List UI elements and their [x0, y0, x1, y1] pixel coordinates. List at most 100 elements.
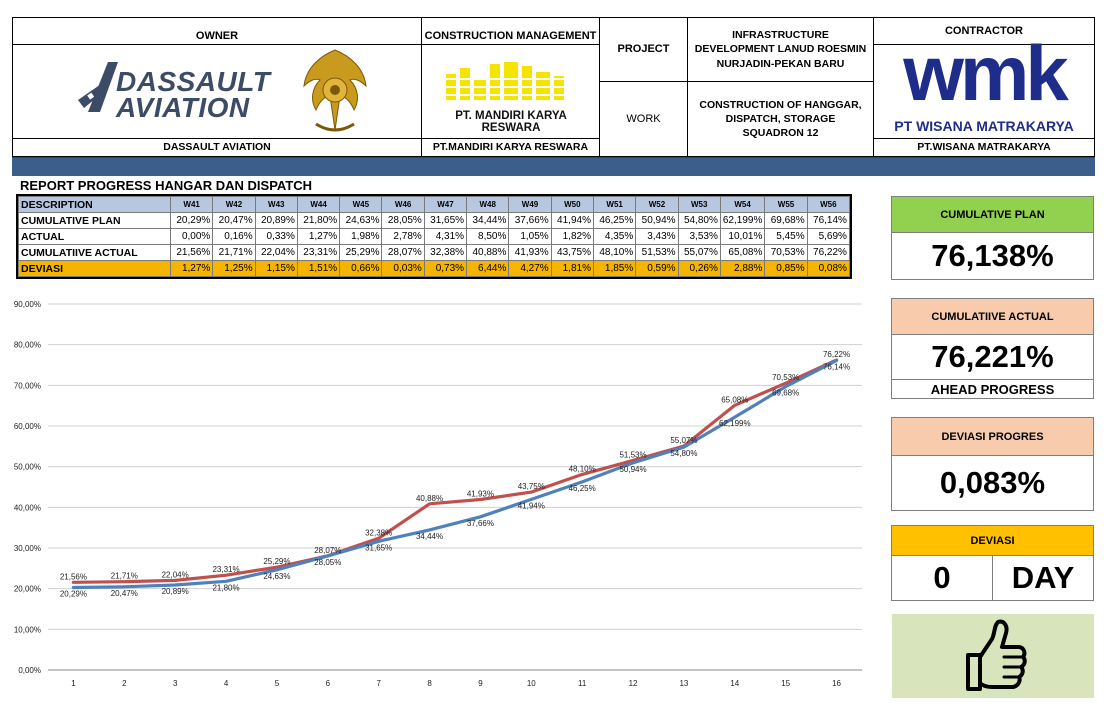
- y-tick-label: 20,00%: [14, 585, 41, 594]
- data-label: 31,65%: [365, 543, 392, 552]
- data-label: 21,56%: [60, 572, 87, 581]
- table-cell: 1,25%: [212, 260, 256, 277]
- table-cell: 20,89%: [254, 212, 298, 229]
- week-header: W48: [466, 196, 510, 213]
- table-cell: 0,00%: [169, 228, 214, 245]
- project-value: INFRASTRUCTURE DEVELOPMENT LANUD ROESMIN…: [687, 17, 874, 82]
- table-cell: 51,53%: [635, 244, 679, 261]
- wmk-logo-sub: PT WISANA MATRAKARYA: [894, 118, 1074, 134]
- table-cell: 3,53%: [677, 228, 721, 245]
- deviasi-progres-header: DEVIASI PROGRES: [891, 417, 1094, 456]
- data-label: 28,05%: [314, 558, 341, 567]
- row-label: ACTUAL: [18, 228, 171, 245]
- x-tick-label: 11: [578, 679, 587, 688]
- dassault-emblem-icon: [78, 62, 118, 112]
- x-tick-label: 7: [376, 679, 381, 688]
- week-header: W45: [339, 196, 383, 213]
- owner-label: OWNER: [12, 17, 422, 45]
- series-line-0: [71, 358, 839, 590]
- data-label: 32,38%: [365, 528, 392, 537]
- table-cell: 32,38%: [423, 244, 468, 261]
- table-cell: 20,29%: [169, 212, 214, 229]
- y-tick-label: 70,00%: [14, 381, 41, 390]
- y-tick-label: 80,00%: [14, 341, 41, 350]
- table-cell: 1,27%: [169, 260, 214, 277]
- table-cell: 10,01%: [719, 228, 766, 245]
- cm-label: CONSTRUCTION MANAGEMENT: [421, 17, 600, 45]
- data-label: 22,04%: [162, 570, 189, 579]
- table-row: ACTUAL 0,00% 0,16% 0,33% 1,27% 1,98% 2,78% 4,31…: [18, 228, 850, 245]
- data-label: 76,14%: [823, 362, 850, 371]
- data-label: 37,66%: [467, 519, 494, 528]
- table-cell: 24,63%: [339, 212, 383, 229]
- x-tick-label: 12: [629, 679, 638, 688]
- table-cell: 4,35%: [592, 228, 637, 245]
- table-cell: 5,45%: [764, 228, 808, 245]
- table-cell: 0,73%: [423, 260, 468, 277]
- x-tick-label: 8: [427, 679, 432, 688]
- table-cell: 21,71%: [212, 244, 256, 261]
- table-header-row: DESCRIPTION W41 W42 W43 W44 W45 W46 W47 W48 W49 W5…: [18, 196, 850, 213]
- table-cell: 31,65%: [423, 212, 468, 229]
- data-label: 20,89%: [162, 587, 189, 596]
- table-cell: 40,88%: [466, 244, 510, 261]
- cumulative-plan-value: 76,138%: [891, 232, 1094, 280]
- data-label: 54,80%: [670, 449, 697, 458]
- week-header: W49: [508, 196, 552, 213]
- table-cell: 4,31%: [423, 228, 468, 245]
- table-cell: 2,88%: [719, 260, 766, 277]
- table-cell: 21,80%: [296, 212, 341, 229]
- x-tick-label: 6: [326, 679, 331, 688]
- header-divider-band: [12, 157, 1095, 176]
- x-tick-label: 4: [224, 679, 229, 688]
- table-cell: 54,80%: [677, 212, 721, 229]
- table-cell: 25,29%: [339, 244, 383, 261]
- x-tick-label: 10: [527, 679, 536, 688]
- data-label: 20,29%: [60, 589, 87, 598]
- progress-line-chart: 0,00% 10,00% 20,00% 30,00% 40,00% 50,00% 60,00…: [14, 300, 862, 688]
- table-cell: 76,14%: [806, 212, 850, 229]
- x-tick-label: 14: [730, 679, 739, 688]
- contractor-label: CONTRACTOR: [873, 17, 1095, 45]
- data-label: 41,93%: [467, 489, 494, 498]
- mkr-logo-text: PT. MANDIRI KARYA RESWARA: [455, 110, 567, 134]
- table-cell: 28,07%: [381, 244, 425, 261]
- x-tick-label: 9: [478, 679, 483, 688]
- cumulative-actual-value: 76,221%: [891, 334, 1094, 380]
- table-cell: 1,15%: [254, 260, 298, 277]
- table-cell: 69,68%: [764, 212, 808, 229]
- x-tick-label: 3: [173, 679, 178, 688]
- table-cell: 0,26%: [677, 260, 721, 277]
- contractor-name: PT.WISANA MATRAKARYA: [873, 138, 1095, 157]
- week-header: W53: [677, 196, 721, 213]
- table-cell: 1,82%: [550, 228, 594, 245]
- x-tick-label: 1: [71, 679, 76, 688]
- x-tick-label: 2: [122, 679, 127, 688]
- table-cell: 65,08%: [719, 244, 766, 261]
- table-cell: 1,85%: [592, 260, 637, 277]
- week-header: W46: [381, 196, 425, 213]
- y-tick-label: 30,00%: [14, 544, 41, 553]
- data-label: 21,80%: [212, 583, 239, 592]
- series-line-1: [71, 358, 839, 584]
- table-cell: 4,27%: [508, 260, 552, 277]
- work-label: WORK: [599, 81, 688, 157]
- table-cell: 0,66%: [339, 260, 383, 277]
- deviasi-header: DEVIASI: [891, 525, 1094, 556]
- data-label: 62,199%: [719, 419, 751, 428]
- table-cell: 50,94%: [635, 212, 679, 229]
- data-label: 43,75%: [518, 482, 545, 491]
- table-cell: 1,81%: [550, 260, 594, 277]
- table-cell: 46,25%: [592, 212, 637, 229]
- data-label: 50,94%: [619, 465, 646, 474]
- air-force-emblem-icon: [298, 46, 373, 134]
- y-tick-label: 90,00%: [14, 300, 41, 309]
- week-header: W41: [169, 196, 214, 213]
- project-label: PROJECT: [599, 17, 688, 82]
- x-tick-label: 15: [781, 679, 790, 688]
- data-label: 69,68%: [772, 389, 799, 398]
- table-cell: 55,07%: [677, 244, 721, 261]
- data-label: 65,08%: [721, 395, 748, 404]
- table-cell: 1,98%: [339, 228, 383, 245]
- table-cell: 0,16%: [212, 228, 256, 245]
